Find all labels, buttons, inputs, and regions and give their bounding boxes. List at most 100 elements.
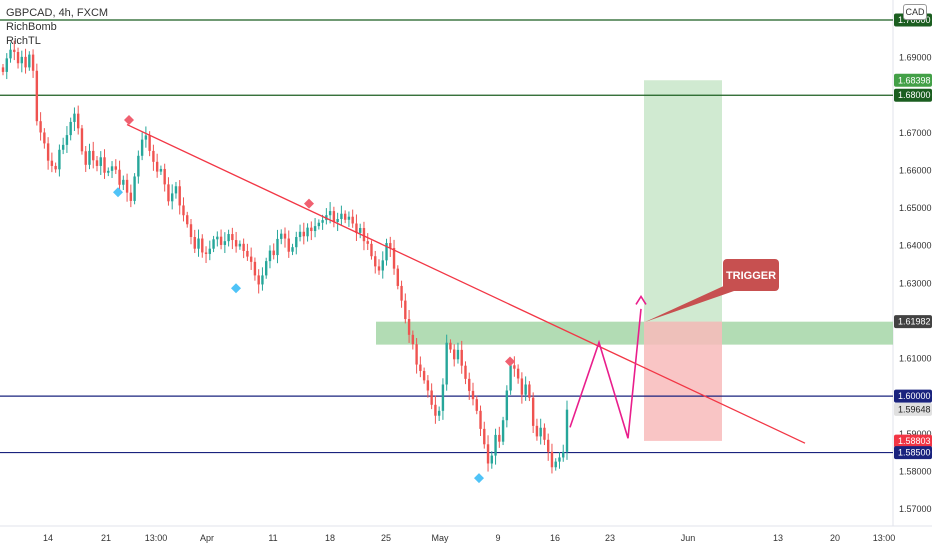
candle [550, 443, 554, 474]
candle-body [197, 238, 200, 249]
candle [513, 356, 516, 377]
candle [9, 42, 12, 63]
candle-body [276, 238, 279, 256]
candle-body [486, 444, 490, 464]
profit-target-box [644, 80, 722, 322]
candle [385, 238, 388, 266]
price-label-text: 1.58500 [898, 448, 931, 458]
candle [197, 229, 200, 257]
candle [437, 406, 441, 421]
candle [118, 160, 121, 193]
candles-group [1, 40, 569, 474]
candle-body [69, 121, 72, 136]
candle [155, 153, 159, 178]
candle-body [441, 384, 445, 411]
swing-marker [474, 473, 484, 484]
candle [99, 151, 102, 175]
candle [216, 231, 219, 247]
candle [144, 126, 148, 148]
candle [554, 458, 557, 471]
candle [298, 224, 302, 242]
candle [80, 124, 84, 155]
candle [434, 395, 437, 424]
candle [133, 173, 136, 205]
price-label-badge [894, 402, 932, 416]
candle [453, 344, 456, 367]
candle-body [253, 261, 257, 276]
candle-body [287, 238, 290, 252]
candle-body [137, 155, 140, 177]
y-tick-label: 1.63000 [899, 278, 932, 288]
swing-marker [304, 198, 314, 209]
candle [5, 53, 8, 80]
candle-body [265, 261, 268, 276]
candle-body [449, 342, 452, 350]
currency-badge[interactable]: CAD [903, 4, 927, 20]
candle [257, 269, 260, 294]
candle-body [520, 378, 524, 395]
candle-body [178, 186, 181, 206]
candle-body [58, 149, 61, 170]
candle [302, 222, 305, 245]
candle [208, 240, 211, 261]
candle [419, 356, 422, 378]
candle-body [430, 390, 433, 405]
candle-body [208, 248, 211, 254]
candle [501, 416, 505, 446]
indicator-richbomb[interactable]: RichBomb [6, 21, 57, 33]
candle [261, 267, 264, 291]
y-tick-label: 1.58000 [899, 466, 932, 476]
candle [268, 245, 272, 269]
candle [219, 229, 223, 250]
y-tick-label: 1.66000 [899, 165, 932, 175]
candle [73, 107, 76, 131]
candle-body [468, 378, 471, 391]
candle-body [554, 461, 557, 468]
candle [13, 40, 16, 61]
candle-body [362, 228, 366, 242]
candle-body [186, 215, 189, 225]
candle [317, 219, 321, 230]
candle [92, 141, 95, 169]
price-label-text: 1.60000 [898, 391, 931, 401]
candle-body [411, 334, 415, 345]
candle-body [125, 179, 129, 193]
y-tick-label: 1.61000 [899, 354, 932, 364]
candle-body [54, 165, 57, 170]
candle [325, 208, 328, 225]
candle-body [227, 234, 230, 242]
candle [415, 338, 418, 374]
candle-body [238, 243, 242, 247]
price-label-text: 1.68000 [898, 90, 931, 100]
candle-body [347, 216, 351, 220]
candle [464, 361, 467, 385]
candle-body [212, 239, 215, 249]
candle-body [509, 365, 512, 391]
candle [355, 214, 358, 241]
candle [46, 137, 50, 170]
price-label-badge [894, 446, 932, 460]
candle-body [558, 457, 561, 462]
candle-body [562, 451, 565, 458]
candle-body [261, 275, 264, 285]
symbol-line[interactable]: GBPCAD, 4h, FXCM [6, 7, 109, 19]
candle-body [483, 428, 486, 445]
candle-body [404, 300, 407, 320]
candle [110, 161, 114, 178]
candle-body [61, 144, 65, 150]
candle-body [272, 250, 275, 256]
indicator-richtl[interactable]: RichTL [6, 35, 41, 47]
candle-body [39, 121, 42, 133]
candle-body [1, 67, 5, 72]
candle-body [464, 365, 467, 379]
candle-body [234, 240, 238, 247]
candle [65, 126, 69, 153]
candle [114, 159, 117, 175]
price-label-badge [894, 88, 932, 102]
candle [84, 146, 87, 172]
chart-legend: GBPCAD, 4h, FXCM RichBomb RichTL [6, 6, 108, 48]
candle [310, 221, 313, 241]
candle [313, 218, 317, 238]
y-tick-label: 1.57000 [899, 504, 932, 514]
